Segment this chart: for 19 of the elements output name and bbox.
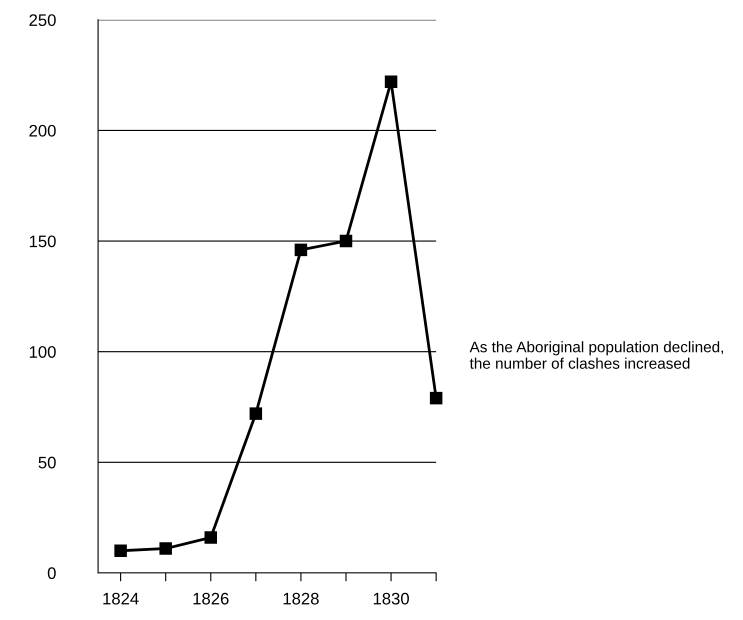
point — [294, 244, 308, 256]
point — [430, 392, 442, 404]
x-tick-label: 1828 — [284, 592, 319, 605]
y-tick-label: 0 — [48, 567, 56, 580]
point — [114, 544, 127, 558]
y-tick-label: 250 — [29, 14, 56, 26]
x-tick-label: 1826 — [194, 592, 229, 605]
point — [250, 407, 262, 420]
x-tick-label: 1824 — [103, 592, 139, 605]
x-tick-label: 1830 — [374, 592, 409, 605]
point — [204, 531, 218, 544]
y-tick-label: 50 — [38, 456, 56, 468]
point — [159, 542, 172, 555]
y-tick-label: 150 — [30, 235, 56, 248]
point — [384, 76, 398, 88]
text: As the Aboriginal population declined, the number of clashes increased — [470, 341, 724, 369]
y-tick-label: 200 — [29, 124, 56, 137]
y-tick-label: 100 — [30, 346, 56, 358]
point — [340, 234, 352, 248]
